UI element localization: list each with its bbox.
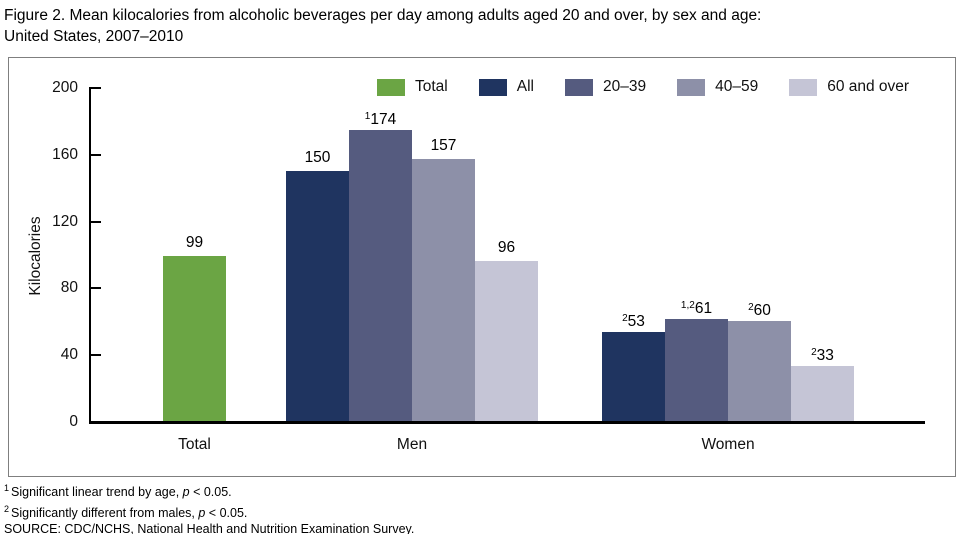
bar-women-20–39	[665, 319, 728, 421]
y-tick	[89, 153, 101, 156]
footnote-1-tail: < 0.05.	[189, 485, 232, 500]
footnote-2-superscript: 2	[4, 503, 10, 514]
legend-label: All	[516, 78, 534, 95]
y-tick-label: 120	[52, 212, 78, 230]
plot-area: 0 40 80 120 160 200 99 Total 150 1174 157 96 Men 253 1…	[9, 58, 955, 476]
bar-value-superscript: 2	[748, 301, 754, 313]
bar-value-number: 53	[627, 313, 645, 331]
legend-label: 60 and over	[827, 78, 910, 95]
y-tick	[89, 287, 101, 290]
bar-value-label: 150	[256, 149, 379, 167]
bar-value-number: 150	[304, 148, 331, 166]
bar-value-label: 1174	[319, 108, 442, 129]
bar-value-number: 61	[694, 300, 713, 318]
bar-men-all	[286, 170, 349, 421]
bar-women-60-and-over	[791, 365, 854, 421]
bar-value-label: 99	[133, 234, 256, 252]
legend-item-4: 40–59	[677, 78, 758, 96]
chart-frame: Total All 20–39 40–59 60 and over Kilocalori…	[8, 57, 956, 477]
footnote-1-p: p	[182, 485, 190, 500]
bar-value-number: 96	[497, 238, 516, 256]
legend-item-2: All	[478, 78, 534, 96]
y-tick-label: 200	[52, 79, 78, 96]
legend-label: Total	[415, 78, 448, 95]
footnote-2-tail: < 0.05.	[205, 505, 248, 520]
source-line: SOURCE: CDC/NCHS, National Health and Nu…	[4, 521, 414, 534]
footnote-2-p: p	[198, 505, 206, 520]
legend-swatch-icon	[478, 78, 507, 96]
legend-swatch-icon	[677, 78, 706, 96]
legend-item-1: Total	[377, 78, 448, 96]
y-tick-label: 80	[60, 279, 78, 297]
bar-value-superscript: 2	[622, 313, 628, 325]
bar-value-superscript: 2	[811, 346, 817, 358]
bar-men-40–59	[412, 158, 475, 421]
bar-value-number: 157	[430, 136, 457, 154]
bar-value-number: 60	[753, 301, 771, 319]
figure-title-line2: United States, 2007–2010	[4, 28, 184, 45]
y-tick-label: 0	[69, 413, 78, 430]
figure-title: Figure 2. Mean kilocalories from alcohol…	[4, 5, 954, 47]
bar-value-number: 174	[370, 111, 397, 129]
bar-women-40–59	[728, 320, 791, 421]
bar-value-label: 253	[572, 310, 695, 331]
footnote-1-text: Significant linear trend by age,	[11, 485, 183, 500]
bar-value-label: 1,261	[635, 297, 758, 318]
chart-legend: Total All 20–39 40–59 60 and over	[377, 78, 909, 96]
bar-value-superscript: 1,2	[680, 300, 695, 312]
legend-item-3: 20–39	[564, 78, 647, 96]
bar-women-all	[602, 332, 665, 421]
y-tick-label: 40	[60, 346, 78, 364]
y-tick	[89, 354, 101, 357]
y-axis-line	[89, 88, 91, 424]
legend-swatch-icon	[564, 78, 593, 96]
category-label-total: Total	[178, 436, 211, 453]
footnote-1-superscript: 1	[4, 483, 10, 493]
bar-value-label: 157	[382, 137, 505, 155]
y-tick	[89, 220, 101, 223]
category-label-men: Men	[396, 436, 428, 453]
figure-title-line1: Figure 2. Mean kilocalories from alcohol…	[4, 7, 762, 24]
bar-total-total	[163, 255, 226, 421]
legend-swatch-icon	[789, 78, 818, 96]
bar-value-number: 99	[185, 233, 204, 251]
bar-value-superscript: 1	[364, 111, 371, 123]
footnote-1: 1 Significant linear trend by age, p < 0.…	[4, 480, 414, 501]
footnote-2-text: Significantly different from males,	[11, 505, 199, 520]
y-tick-label: 160	[52, 145, 78, 163]
legend-label: 40–59	[715, 78, 759, 95]
source-text: SOURCE: CDC/NCHS, National Health and Nu…	[4, 522, 415, 534]
x-axis-line	[89, 421, 925, 424]
bar-men-60-and-over	[475, 260, 538, 421]
bar-men-20–39	[349, 130, 412, 421]
footnotes: 1 Significant linear trend by age, p < 0.…	[4, 480, 414, 534]
bar-value-label: 233	[761, 344, 884, 365]
bar-value-label: 96	[445, 239, 568, 257]
y-tick	[89, 87, 101, 89]
legend-label: 20–39	[602, 78, 647, 95]
bar-value-number: 33	[816, 346, 834, 364]
bar-value-label: 260	[698, 299, 821, 320]
legend-item-5: 60 and over	[789, 78, 909, 96]
legend-swatch-icon	[377, 78, 405, 96]
footnote-2: 2 Significantly different from males, p <…	[4, 501, 414, 522]
category-label-women: Women	[701, 436, 755, 453]
